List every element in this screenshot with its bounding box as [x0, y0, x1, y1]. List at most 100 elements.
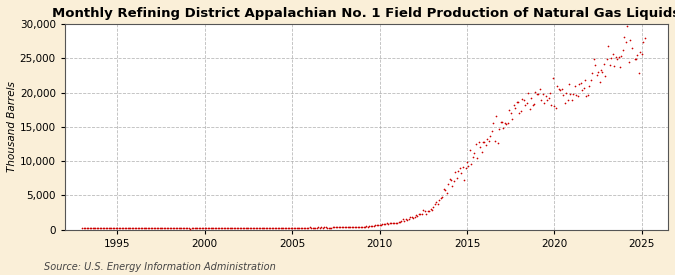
Point: [459, 178, 470, 182]
Point: [179, 226, 190, 230]
Point: [102, 226, 113, 230]
Point: [593, 70, 603, 74]
Point: [472, 156, 483, 161]
Point: [526, 96, 537, 101]
Point: [281, 226, 292, 230]
Point: [423, 208, 433, 213]
Point: [559, 101, 570, 105]
Point: [415, 211, 426, 216]
Point: [209, 226, 220, 230]
Point: [287, 226, 298, 230]
Point: [92, 226, 103, 230]
Point: [156, 226, 167, 230]
Point: [308, 226, 319, 230]
Point: [572, 94, 583, 98]
Point: [111, 226, 122, 230]
Point: [537, 92, 548, 96]
Point: [252, 226, 263, 230]
Point: [478, 139, 489, 144]
Point: [393, 220, 404, 225]
Point: [613, 55, 624, 59]
Point: [539, 100, 549, 105]
Point: [131, 226, 142, 231]
Point: [124, 226, 134, 230]
Point: [279, 226, 290, 230]
Point: [125, 226, 136, 230]
Point: [277, 226, 288, 230]
Point: [379, 222, 389, 227]
Point: [632, 53, 643, 57]
Point: [297, 226, 308, 230]
Point: [80, 226, 90, 230]
Point: [402, 218, 412, 222]
Point: [130, 226, 140, 230]
Point: [122, 226, 133, 230]
Point: [326, 226, 337, 230]
Point: [506, 110, 516, 115]
Point: [288, 226, 299, 230]
Point: [142, 226, 153, 230]
Point: [242, 225, 252, 230]
Point: [400, 217, 411, 221]
Point: [275, 226, 286, 230]
Point: [336, 225, 347, 230]
Point: [443, 182, 454, 187]
Point: [523, 90, 534, 95]
Point: [470, 142, 481, 146]
Point: [510, 106, 520, 111]
Point: [78, 226, 89, 230]
Point: [190, 226, 201, 230]
Point: [126, 226, 137, 230]
Point: [96, 226, 107, 231]
Point: [154, 226, 165, 230]
Point: [558, 93, 568, 97]
Point: [249, 226, 260, 230]
Point: [464, 148, 475, 152]
Point: [584, 84, 595, 89]
Point: [322, 226, 333, 230]
Point: [205, 226, 216, 230]
Point: [462, 160, 472, 164]
Point: [529, 102, 539, 107]
Point: [292, 226, 303, 230]
Point: [554, 86, 564, 91]
Point: [380, 222, 391, 226]
Point: [419, 209, 430, 213]
Point: [628, 20, 639, 24]
Point: [198, 226, 209, 230]
Point: [268, 226, 279, 230]
Point: [88, 226, 99, 230]
Point: [346, 225, 357, 229]
Point: [542, 98, 553, 102]
Point: [533, 92, 544, 96]
Point: [93, 226, 104, 230]
Point: [83, 226, 94, 230]
Point: [117, 226, 128, 230]
Point: [253, 226, 264, 230]
Point: [483, 139, 494, 143]
Point: [508, 103, 519, 107]
Point: [313, 225, 324, 230]
Point: [213, 226, 223, 230]
Point: [531, 92, 542, 97]
Point: [306, 226, 317, 230]
Point: [585, 78, 596, 82]
Point: [518, 98, 529, 102]
Point: [315, 226, 325, 230]
Point: [132, 226, 143, 230]
Point: [121, 226, 132, 230]
Point: [153, 226, 163, 230]
Point: [583, 92, 593, 97]
Point: [335, 225, 346, 229]
Point: [546, 103, 557, 108]
Point: [263, 226, 274, 230]
Point: [446, 178, 456, 182]
Point: [225, 226, 236, 230]
Point: [576, 87, 587, 92]
Point: [364, 224, 375, 228]
Point: [463, 164, 474, 168]
Point: [141, 226, 152, 230]
Point: [371, 223, 382, 227]
Point: [595, 68, 606, 72]
Point: [441, 191, 452, 195]
